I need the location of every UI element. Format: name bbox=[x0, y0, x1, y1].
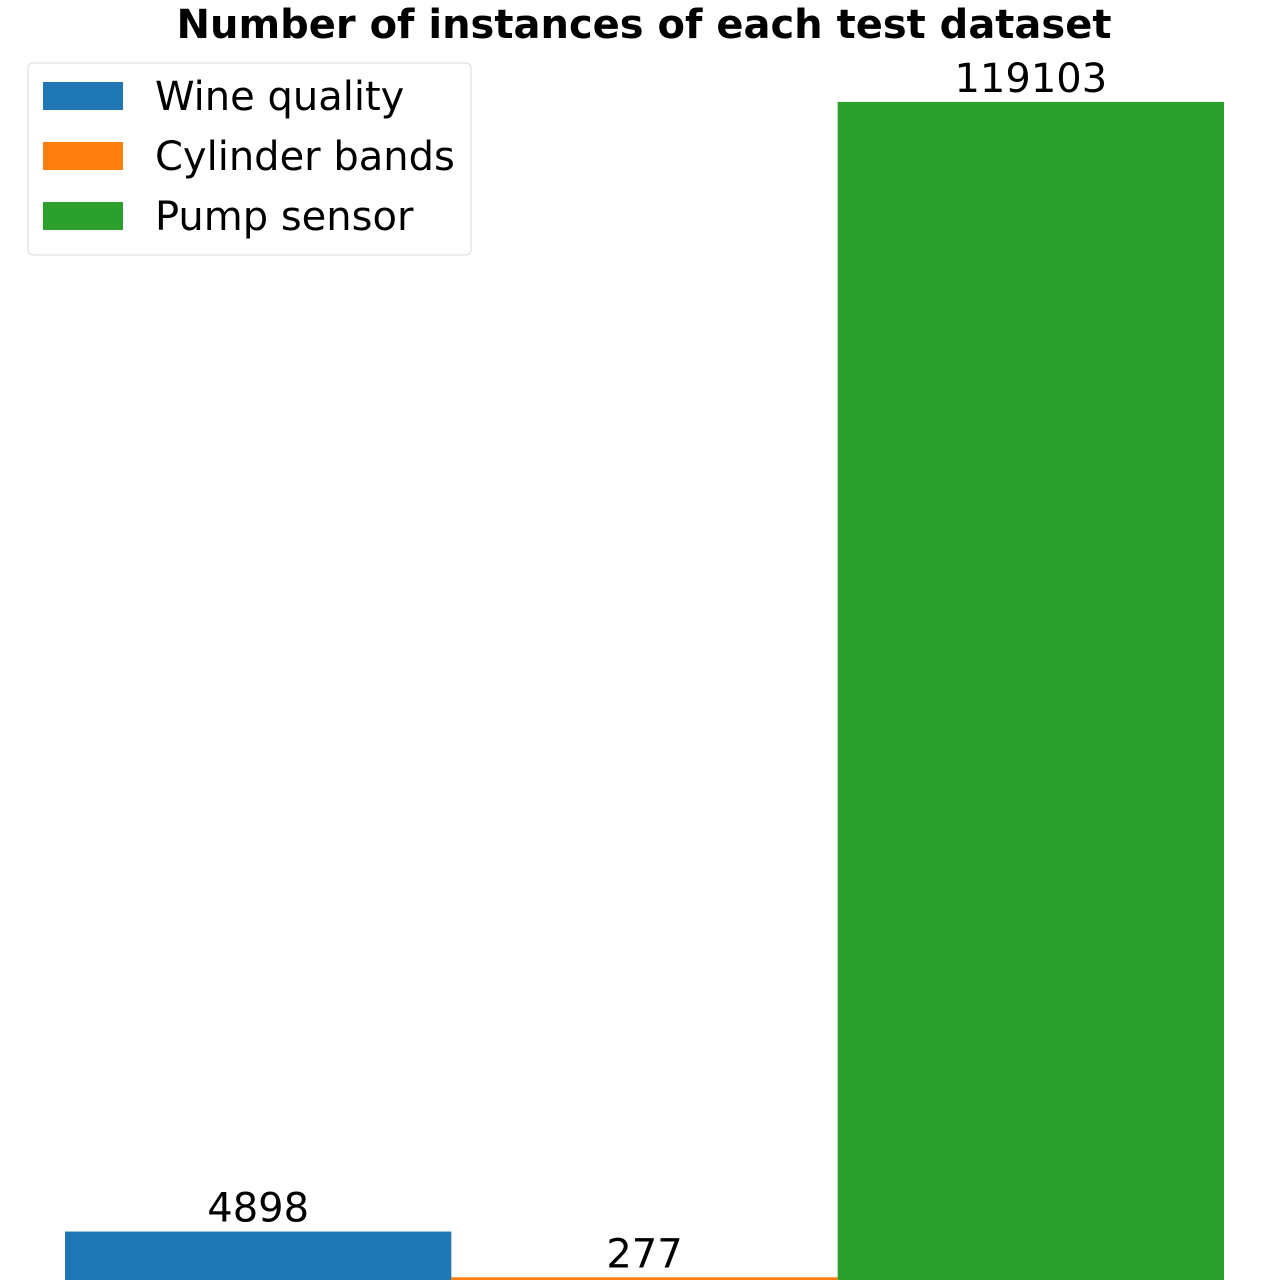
bar bbox=[837, 101, 1224, 1281]
legend-swatch bbox=[43, 82, 123, 110]
bar bbox=[451, 1277, 838, 1280]
chart-title: Number of instances of each test dataset bbox=[177, 2, 1112, 48]
legend-box bbox=[27, 62, 472, 256]
legend-label: Wine quality bbox=[155, 74, 404, 120]
data-label: 119103 bbox=[954, 56, 1107, 102]
bar bbox=[65, 1231, 452, 1280]
legend-label: Cylinder bands bbox=[155, 134, 455, 180]
legend-swatch bbox=[43, 142, 123, 170]
data-label: 277 bbox=[606, 1231, 682, 1277]
legend-swatch bbox=[43, 202, 123, 230]
data-label: 4898 bbox=[207, 1186, 309, 1232]
legend-label: Pump sensor bbox=[155, 194, 414, 240]
